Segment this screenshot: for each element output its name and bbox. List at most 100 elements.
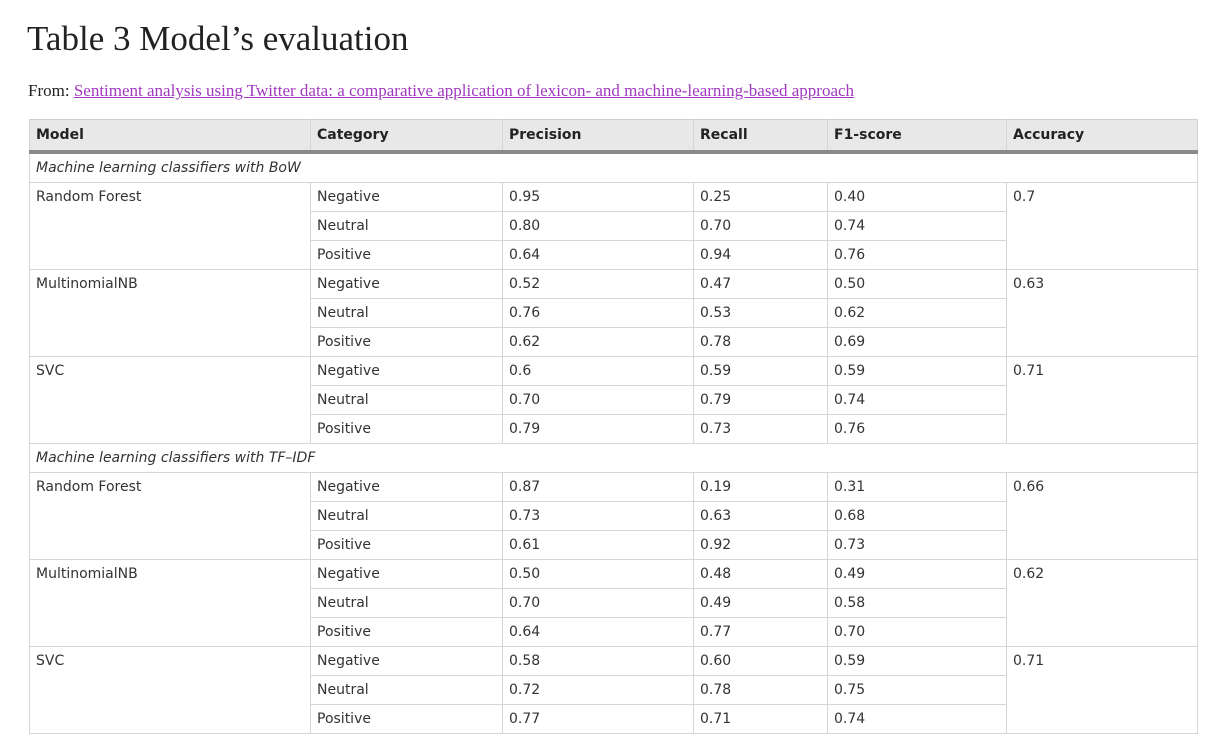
f1-score-cell: 0.40	[827, 182, 1007, 212]
precision-cell: 0.61	[502, 530, 694, 560]
f1-score-cell: 0.76	[827, 414, 1007, 444]
section-row: Machine learning classifiers with TF–IDF	[29, 443, 1198, 473]
precision-cell: 0.52	[502, 269, 694, 299]
table-row: Positive 0.77 0.71 0.74	[30, 704, 1198, 734]
table-row: SVC Negative 0.6 0.59 0.59 0.71	[29, 356, 1198, 444]
category-cell: Positive	[310, 414, 503, 444]
model-name-cell: MultinomialNB	[29, 269, 311, 357]
table-header-row: Model Category Precision Recall F1-score…	[29, 119, 1198, 154]
model-name-cell: Random Forest	[29, 182, 311, 270]
f1-score-cell: 0.73	[827, 530, 1007, 560]
recall-cell: 0.48	[693, 559, 828, 589]
from-label: From:	[28, 81, 70, 100]
accuracy-cell: 0.62	[1006, 559, 1198, 647]
column-header-model: Model	[29, 119, 311, 154]
category-cell: Positive	[310, 240, 503, 270]
category-cell: Negative	[310, 182, 503, 212]
f1-score-cell: 0.59	[827, 356, 1007, 386]
table-row: Neutral 0.70 0.79 0.74	[30, 385, 1198, 415]
precision-cell: 0.6	[502, 356, 694, 386]
table-row: MultinomialNB Negative 0.52 0.47 0.50 0.63	[29, 269, 1198, 357]
evaluation-table: Model Category Precision Recall F1-score…	[29, 119, 1198, 734]
category-cell: Neutral	[310, 501, 503, 531]
evaluation-table-container: Model Category Precision Recall F1-score…	[29, 119, 1198, 734]
table-row: Random Forest Negative 0.87 0.19 0.31 0.66	[29, 472, 1198, 560]
recall-cell: 0.49	[693, 588, 828, 618]
recall-cell: 0.73	[693, 414, 828, 444]
category-cell: Negative	[310, 356, 503, 386]
category-cell: Neutral	[310, 675, 503, 705]
category-cell: Positive	[310, 617, 503, 647]
page-title: Table 3 Model’s evaluation	[27, 19, 409, 58]
recall-cell: 0.78	[693, 675, 828, 705]
table-row: Neutral 0.76 0.53 0.62	[30, 298, 1198, 328]
accuracy-cell: 0.71	[1006, 356, 1198, 444]
f1-score-cell: 0.69	[827, 327, 1007, 357]
accuracy-cell: 0.71	[1006, 646, 1198, 734]
table-row: Neutral 0.73 0.63 0.68	[30, 501, 1198, 531]
table-body: Machine learning classifiers with BoW Ran…	[29, 151, 1198, 734]
f1-score-cell: 0.49	[827, 559, 1007, 589]
f1-score-cell: 0.59	[827, 646, 1007, 676]
f1-score-cell: 0.74	[827, 385, 1007, 415]
f1-score-cell: 0.62	[827, 298, 1007, 328]
column-header-f1-score: F1-score	[827, 119, 1007, 154]
table-row: SVC Negative 0.58 0.60 0.59 0.71	[29, 646, 1198, 734]
recall-cell: 0.59	[693, 356, 828, 386]
recall-cell: 0.92	[693, 530, 828, 560]
category-cell: Negative	[310, 559, 503, 589]
category-cell: Positive	[310, 530, 503, 560]
precision-cell: 0.64	[502, 617, 694, 647]
section-label: Machine learning classifiers with BoW	[29, 151, 1198, 183]
recall-cell: 0.63	[693, 501, 828, 531]
f1-score-cell: 0.31	[827, 472, 1007, 502]
f1-score-cell: 0.70	[827, 617, 1007, 647]
recall-cell: 0.47	[693, 269, 828, 299]
category-cell: Positive	[310, 704, 503, 734]
category-cell: Neutral	[310, 385, 503, 415]
f1-score-cell: 0.50	[827, 269, 1007, 299]
recall-cell: 0.71	[693, 704, 828, 734]
table-row: Positive 0.64 0.94 0.76	[30, 240, 1198, 270]
recall-cell: 0.77	[693, 617, 828, 647]
precision-cell: 0.70	[502, 588, 694, 618]
category-cell: Neutral	[310, 211, 503, 241]
precision-cell: 0.73	[502, 501, 694, 531]
precision-cell: 0.77	[502, 704, 694, 734]
precision-cell: 0.87	[502, 472, 694, 502]
recall-cell: 0.60	[693, 646, 828, 676]
recall-cell: 0.19	[693, 472, 828, 502]
category-cell: Positive	[310, 327, 503, 357]
category-cell: Negative	[310, 646, 503, 676]
table-row: Positive 0.61 0.92 0.73	[30, 530, 1198, 560]
model-name-cell: MultinomialNB	[29, 559, 311, 647]
precision-cell: 0.95	[502, 182, 694, 212]
precision-cell: 0.79	[502, 414, 694, 444]
precision-cell: 0.70	[502, 385, 694, 415]
f1-score-cell: 0.58	[827, 588, 1007, 618]
column-header-accuracy: Accuracy	[1006, 119, 1198, 154]
column-header-precision: Precision	[502, 119, 694, 154]
recall-cell: 0.79	[693, 385, 828, 415]
accuracy-cell: 0.63	[1006, 269, 1198, 357]
section-label: Machine learning classifiers with TF–IDF	[29, 443, 1198, 473]
category-cell: Neutral	[310, 588, 503, 618]
f1-score-cell: 0.74	[827, 211, 1007, 241]
source-article-link[interactable]: Sentiment analysis using Twitter data: a…	[73, 81, 855, 100]
section-row: Machine learning classifiers with BoW	[29, 151, 1198, 183]
column-header-recall: Recall	[693, 119, 828, 154]
precision-cell: 0.76	[502, 298, 694, 328]
precision-cell: 0.64	[502, 240, 694, 270]
recall-cell: 0.25	[693, 182, 828, 212]
recall-cell: 0.70	[693, 211, 828, 241]
accuracy-cell: 0.7	[1006, 182, 1198, 270]
f1-score-cell: 0.75	[827, 675, 1007, 705]
model-name-cell: Random Forest	[29, 472, 311, 560]
category-cell: Neutral	[310, 298, 503, 328]
precision-cell: 0.58	[502, 646, 694, 676]
recall-cell: 0.53	[693, 298, 828, 328]
model-name-cell: SVC	[29, 646, 311, 734]
f1-score-cell: 0.74	[827, 704, 1007, 734]
source-line: From: Sentiment analysis using Twitter d…	[28, 80, 854, 102]
table-row: Random Forest Negative 0.95 0.25 0.40 0.7	[29, 182, 1198, 270]
